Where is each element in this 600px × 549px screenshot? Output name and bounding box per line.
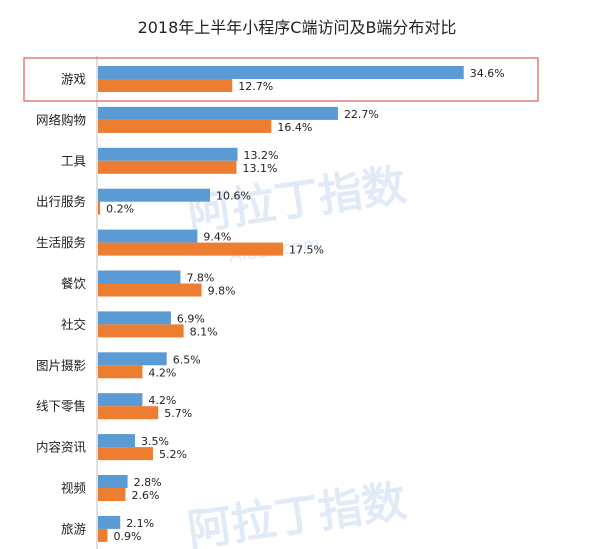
value-label: 2.1% (126, 517, 154, 530)
bar-series-2 (98, 406, 159, 420)
bar-series-1 (98, 434, 135, 448)
value-label: 34.6% (470, 67, 505, 80)
bar-series-2 (98, 119, 272, 133)
value-label: 22.7% (344, 108, 379, 121)
value-label: 7.8% (186, 272, 214, 285)
value-label: 9.8% (208, 285, 236, 298)
value-label: 16.4% (277, 121, 312, 134)
bar-series-1 (98, 475, 128, 488)
bar-series-1 (98, 270, 181, 284)
category-label: 视频 (61, 481, 87, 496)
category-label: 工具 (61, 153, 87, 168)
value-label: 6.9% (177, 312, 205, 325)
value-label: 0.2% (106, 203, 134, 216)
bar-series-2 (98, 365, 143, 379)
value-label: 4.2% (148, 394, 176, 407)
bar-series-1 (98, 515, 121, 529)
bar-series-2 (98, 160, 237, 174)
value-label: 13.2% (244, 149, 279, 162)
bar-series-2 (98, 242, 283, 256)
category-label: 生活服务 (36, 235, 86, 250)
bar-series-2 (98, 201, 101, 215)
bar-series-1 (98, 229, 198, 243)
bar-series-2 (98, 283, 202, 297)
bar-series-1 (98, 393, 143, 407)
category-label: 网络购物 (36, 112, 86, 127)
value-label: 0.9% (114, 530, 142, 543)
bar-series-1 (98, 106, 338, 120)
bar-series-1 (98, 352, 167, 366)
value-label: 12.7% (238, 80, 273, 93)
value-label: 2.6% (131, 489, 159, 502)
value-label: 10.6% (216, 190, 251, 203)
bar-series-1 (98, 188, 211, 202)
category-label: 出行服务 (36, 194, 86, 209)
value-label: 8.1% (190, 325, 218, 338)
value-label: 17.5% (289, 244, 324, 257)
value-label: 9.4% (203, 231, 231, 244)
category-label: 社交 (61, 317, 86, 332)
bar-series-2 (98, 79, 233, 92)
category-label: 图片摄影 (36, 358, 87, 373)
value-label: 5.7% (164, 407, 192, 420)
category-label: 游戏 (61, 72, 86, 87)
bar-series-2 (98, 488, 126, 501)
value-label: 5.2% (159, 448, 187, 461)
value-label: 3.5% (141, 435, 169, 448)
bar-series-2 (98, 447, 153, 461)
category-label: 内容资讯 (36, 440, 87, 455)
chart-title: 2018年上半年小程序C端访问及B端分布对比 (138, 18, 457, 37)
watermark-text: 阿拉丁指数 (184, 476, 409, 549)
bar-series-2 (98, 528, 108, 542)
category-label: 餐饮 (61, 276, 87, 291)
value-label: 6.5% (173, 353, 201, 366)
category-label: 线下零售 (36, 399, 86, 414)
value-label: 4.2% (148, 366, 176, 379)
bar-series-1 (98, 147, 238, 161)
value-label: 2.8% (134, 476, 162, 489)
bar-series-1 (98, 66, 464, 79)
bar-series-1 (98, 311, 171, 325)
highlight-box (23, 57, 539, 102)
category-label: 旅游 (61, 521, 87, 536)
bar-series-2 (98, 324, 184, 338)
value-label: 13.1% (242, 162, 277, 175)
